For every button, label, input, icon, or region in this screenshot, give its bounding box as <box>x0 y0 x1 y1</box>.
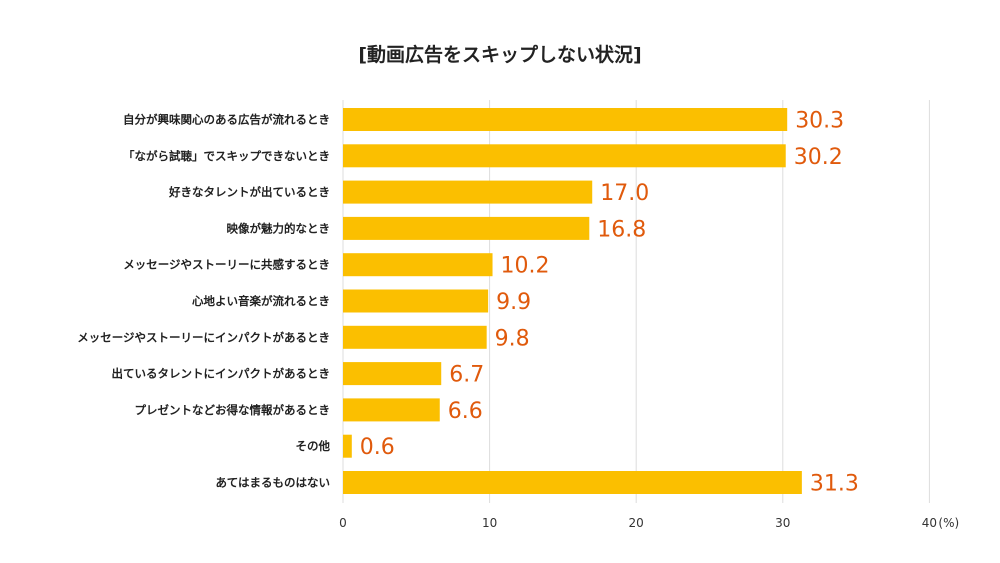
category-label: 出ているタレントにインパクトがあるとき <box>112 367 331 381</box>
value-label: 30.3 <box>795 109 844 134</box>
category-label: その他 <box>296 439 331 453</box>
x-tick-label: 20 <box>629 516 644 530</box>
x-tick-label: 30 <box>775 516 790 530</box>
chart-title: [動画広告をスキップしない状況] <box>358 44 642 66</box>
value-label: 9.9 <box>496 290 531 315</box>
value-label: 6.6 <box>448 399 483 424</box>
bar <box>343 144 786 168</box>
category-label: メッセージやストーリーにインパクトがあるとき <box>77 330 330 344</box>
bars <box>343 108 802 494</box>
value-labels: 30.3 30.2 17.0 16.8 10.2 9.9 9.8 6.7 6.6 0.6 31.3 <box>360 109 859 497</box>
bar <box>343 362 442 386</box>
category-label: プレゼントなどお得な情報があるとき <box>135 403 331 417</box>
bar <box>343 398 440 422</box>
bar <box>343 253 493 277</box>
bar <box>343 216 590 240</box>
category-label: 映像が魅力的なとき <box>227 221 331 235</box>
x-axis-ticks: 0 10 20 30 40 (%) <box>339 516 959 530</box>
value-label: 6.7 <box>449 363 484 388</box>
bar <box>343 180 593 204</box>
value-label: 10.2 <box>501 254 550 279</box>
bar <box>343 108 788 131</box>
category-label: あてはまるものはない <box>215 476 330 490</box>
value-label: 16.8 <box>597 217 646 242</box>
value-label: 31.3 <box>810 472 859 497</box>
bar <box>343 434 352 458</box>
category-label: 心地よい音楽が流れるとき <box>192 294 330 308</box>
category-label: 自分が興味関心のある広告が流れるとき <box>123 113 330 127</box>
value-label: 9.8 <box>495 326 530 351</box>
category-label: メッセージやストーリーに共感するとき <box>123 258 330 272</box>
x-axis-unit: (%) <box>938 516 959 530</box>
category-label: 好きなタレントが出ているとき <box>168 185 330 199</box>
x-tick-label: 10 <box>482 516 497 530</box>
category-labels: 自分が興味関心のある広告が流れるとき「ながら試聴」でスキップできないとき好きなタ… <box>77 113 330 490</box>
value-label: 0.6 <box>360 435 395 460</box>
bar <box>343 325 487 349</box>
x-tick-label: 40 <box>922 516 937 530</box>
value-label: 30.2 <box>794 145 843 170</box>
x-tick-label: 0 <box>339 516 347 530</box>
value-label: 17.0 <box>600 181 649 206</box>
bar <box>343 289 489 313</box>
bar <box>343 471 802 494</box>
category-label: 「ながら試聴」でスキップできないとき <box>123 149 330 163</box>
